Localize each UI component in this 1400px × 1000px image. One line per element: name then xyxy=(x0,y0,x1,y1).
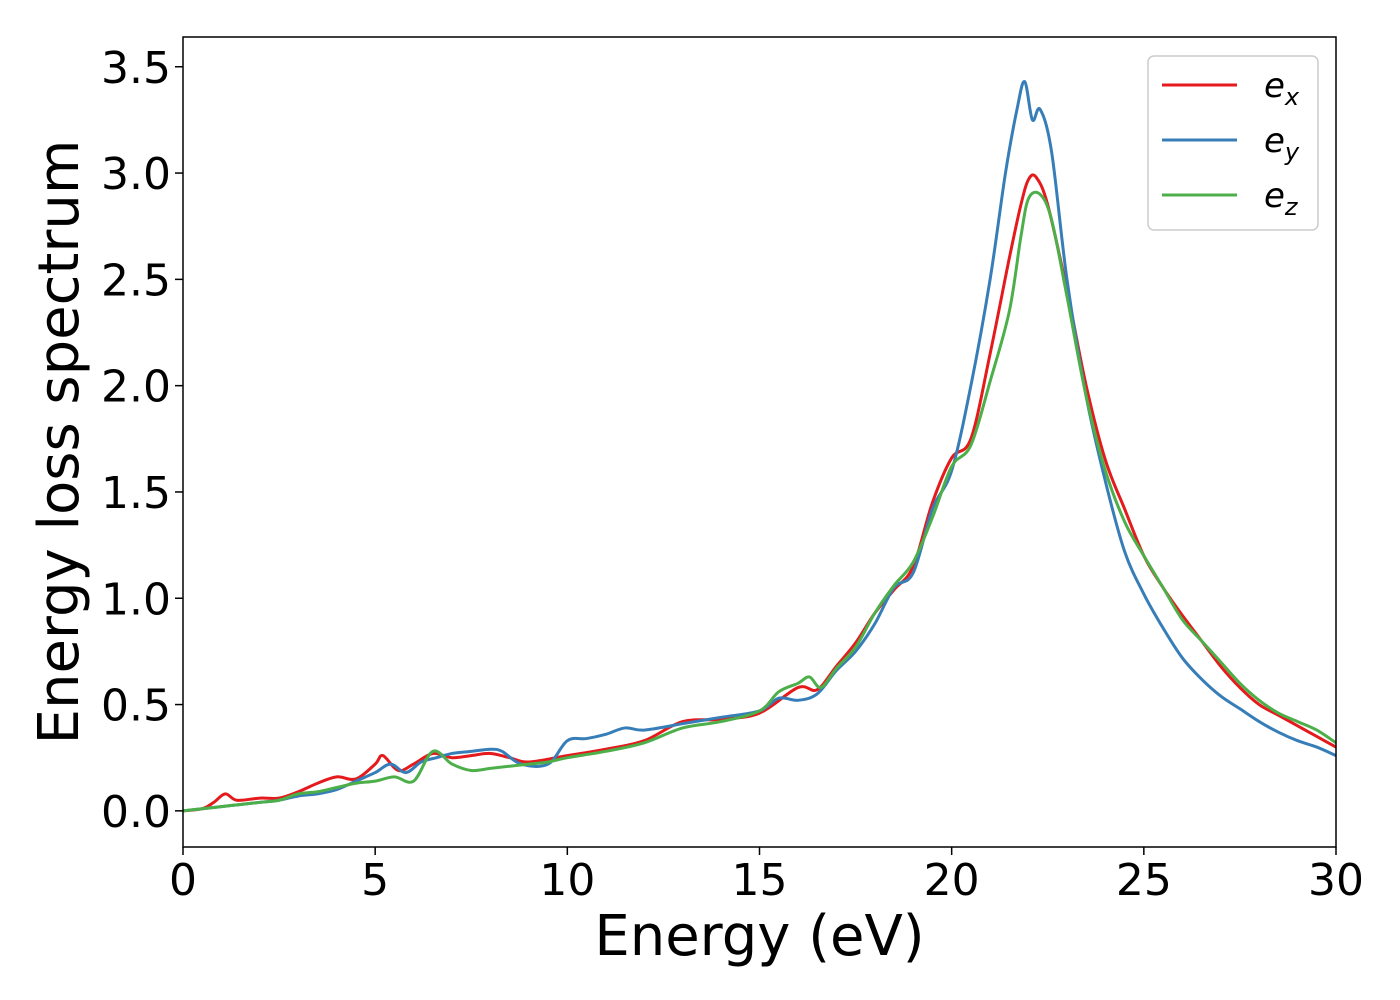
y-tick-label: 2.5 xyxy=(101,255,171,306)
x-tick-label: 10 xyxy=(539,855,595,906)
x-axis-label: Energy (eV) xyxy=(594,904,924,969)
y-tick-label: 0.5 xyxy=(101,681,171,732)
legend-label-ey: ey xyxy=(1264,121,1300,166)
legend-label-ez: ez xyxy=(1264,176,1299,221)
y-tick-label: 2.0 xyxy=(101,362,171,413)
x-tick-label: 20 xyxy=(924,855,980,906)
series-layer xyxy=(183,80,1336,813)
y-tick-label: 3.0 xyxy=(101,149,171,200)
y-axis-label: Energy loss spectrum xyxy=(27,140,92,745)
legend-box xyxy=(1147,55,1319,231)
x-tick-label: 30 xyxy=(1308,855,1364,906)
x-tick-label: 25 xyxy=(1116,855,1172,906)
x-tick-label: 5 xyxy=(361,855,389,906)
legend: ex ey ez xyxy=(1147,55,1319,231)
y-tick-label: 0.0 xyxy=(101,787,171,838)
y-tick-label: 3.5 xyxy=(101,43,171,94)
y-axis-ticks: 0.0 0.5 1.0 1.5 2.0 2.5 3.0 3.5 xyxy=(101,43,183,838)
y-tick-label: 1.5 xyxy=(101,468,171,519)
x-tick-label: 15 xyxy=(732,855,788,906)
legend-label-ex: ex xyxy=(1264,66,1300,111)
series-line-ez xyxy=(183,190,1336,813)
y-tick-label: 1.0 xyxy=(101,574,171,625)
x-tick-label: 0 xyxy=(169,855,197,906)
x-axis-ticks: 0 5 10 15 20 25 30 xyxy=(169,847,1364,906)
